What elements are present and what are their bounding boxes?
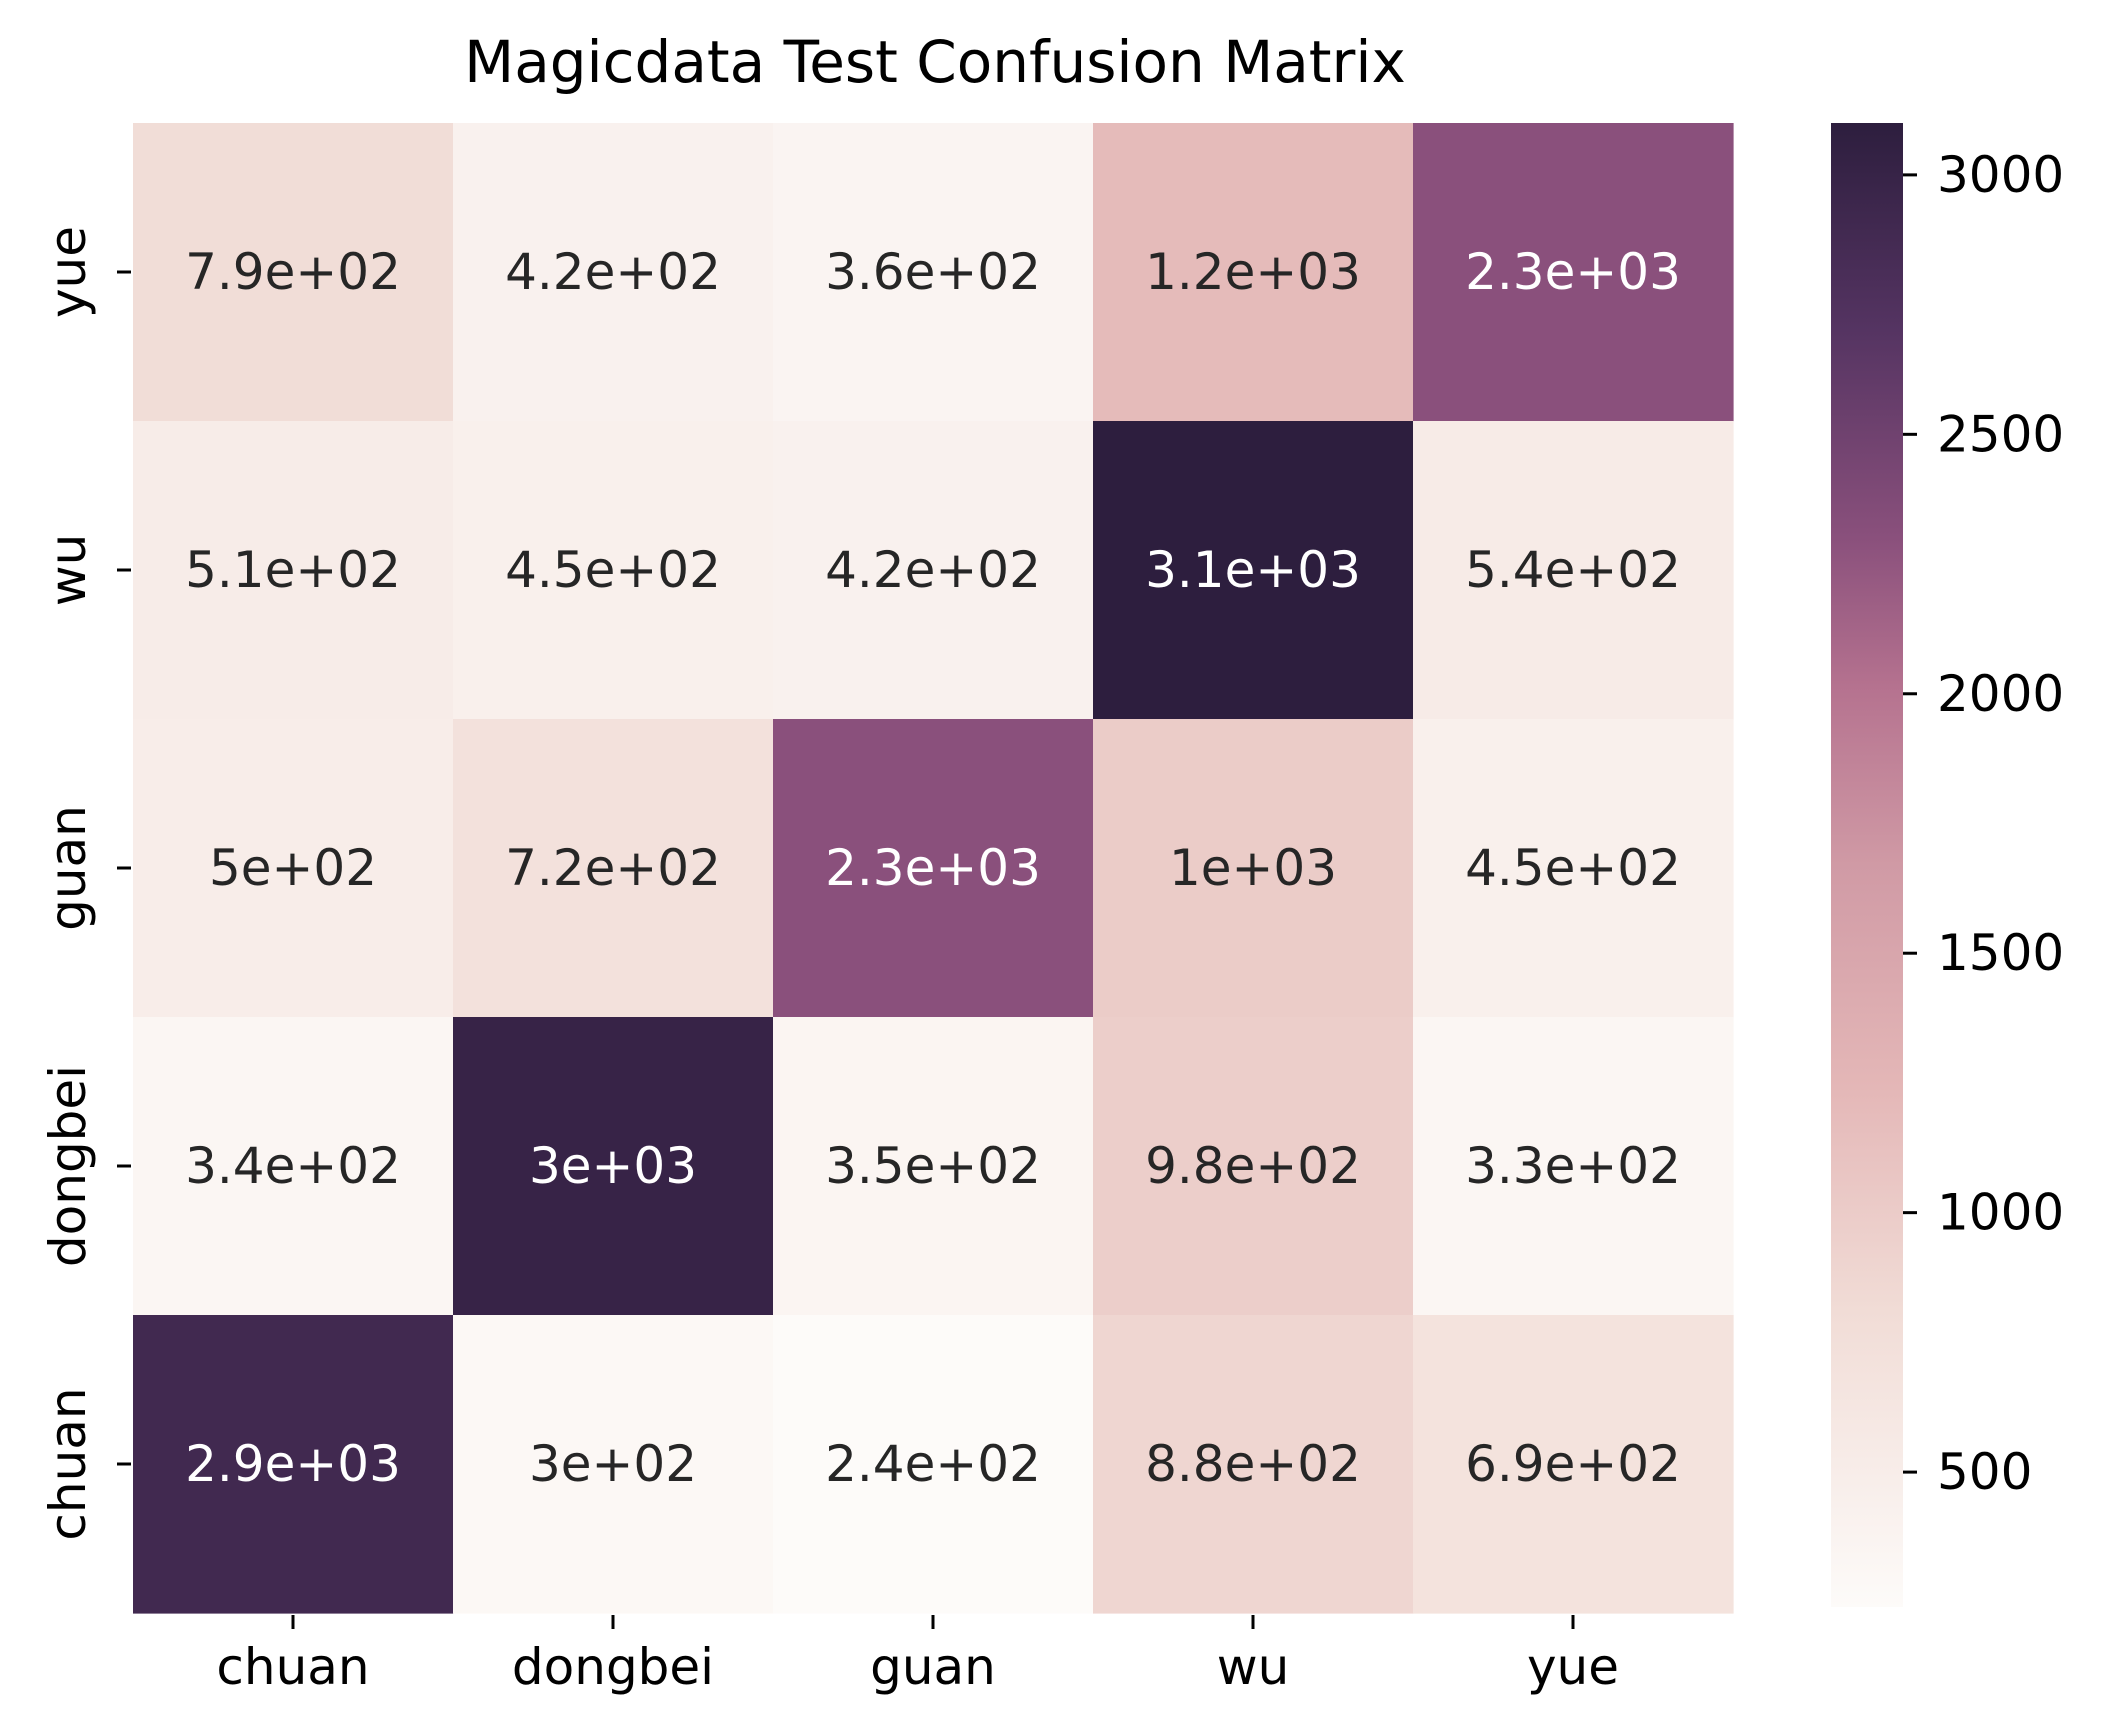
cell-annotation: 2.4e+02: [825, 1435, 1041, 1493]
cell-annotation: 4.5e+02: [505, 541, 721, 599]
heatmap-cell-yue-dongbei: [453, 123, 774, 422]
cell-annotation: 9.8e+02: [1145, 1137, 1361, 1195]
colorbar-tick-label: 1500: [1937, 924, 2064, 982]
cell-annotation: 1e+03: [1169, 839, 1337, 897]
heatmap-cell-chuan-chuan: [133, 1315, 454, 1614]
colorbar-tick-label: 1000: [1937, 1184, 2064, 1242]
cell-annotation: 4.2e+02: [505, 243, 721, 301]
heatmap-cell-dongbei-guan: [773, 1017, 1094, 1316]
x-tick-label-chuan: chuan: [216, 1638, 369, 1696]
heatmap-cell-chuan-yue: [1413, 1315, 1734, 1614]
x-tick-label-wu: wu: [1217, 1638, 1290, 1696]
cell-annotation: 5.4e+02: [1465, 541, 1681, 599]
y-axis: yue wu guan dongbei chuan: [39, 226, 131, 1541]
x-axis: chuan dongbei guan wu yue: [216, 1615, 1619, 1696]
heatmap-cell-yue-yue: [1413, 123, 1734, 422]
x-tick-label-yue: yue: [1527, 1638, 1619, 1696]
x-tick-label-dongbei: dongbei: [512, 1638, 714, 1696]
heatmap-cell-wu-dongbei: [453, 421, 774, 720]
cell-annotation: 3.4e+02: [185, 1137, 401, 1195]
cell-annotation: 3.1e+03: [1145, 541, 1361, 599]
cell-annotation: 7.2e+02: [505, 839, 721, 897]
cell-annotation: 2.9e+03: [185, 1435, 401, 1493]
cell-annotation: 3.5e+02: [825, 1137, 1041, 1195]
heatmap-cell-yue-chuan: [133, 123, 454, 422]
cell-annotation: 8.8e+02: [1145, 1435, 1361, 1493]
heatmap-cell-guan-dongbei: [453, 719, 774, 1018]
heatmap-cell-wu-wu: [1093, 421, 1414, 720]
cell-annotation: 3.6e+02: [825, 243, 1041, 301]
colorbar-tick-label: 3000: [1937, 146, 2064, 204]
cell-annotation: 7.9e+02: [185, 243, 401, 301]
cell-annotation: 4.2e+02: [825, 541, 1041, 599]
y-tick-label-guan: guan: [39, 805, 97, 931]
heatmap-cell-wu-yue: [1413, 421, 1734, 720]
cell-annotation: 3e+03: [529, 1137, 697, 1195]
heatmap-cell-yue-guan: [773, 123, 1094, 422]
cell-annotation: 5e+02: [209, 839, 377, 897]
heatmap-cell-wu-chuan: [133, 421, 454, 720]
heatmap-cell-guan-chuan: [133, 719, 454, 1018]
colorbar-tick-label: 2500: [1937, 405, 2064, 463]
cell-annotation: 3e+02: [529, 1435, 697, 1493]
y-tick-label-dongbei: dongbei: [39, 1065, 97, 1267]
x-tick-label-guan: guan: [870, 1638, 996, 1696]
heatmap-cell-guan-yue: [1413, 719, 1734, 1018]
heatmap-cell-wu-guan: [773, 421, 1094, 720]
y-tick-label-chuan: chuan: [39, 1387, 97, 1540]
cell-annotation: 2.3e+03: [1465, 243, 1681, 301]
cell-annotation: 2.3e+03: [825, 839, 1041, 897]
heatmap-cell-guan-guan: [773, 719, 1094, 1018]
chart-title: Magicdata Test Confusion Matrix: [464, 28, 1406, 96]
heatmap-cell-guan-wu: [1093, 719, 1414, 1018]
colorbar-tick-label: 2000: [1937, 665, 2064, 723]
heatmap-cell-chuan-wu: [1093, 1315, 1414, 1614]
y-tick-label-wu: wu: [39, 534, 97, 607]
heatmap-cell-yue-wu: [1093, 123, 1414, 422]
colorbar: [1831, 123, 1903, 1607]
colorbar-gradient: [1831, 123, 1903, 1607]
heatmap-cell-chuan-dongbei: [453, 1315, 774, 1614]
cell-annotation: 6.9e+02: [1465, 1435, 1681, 1493]
heatmap-cell-dongbei-yue: [1413, 1017, 1734, 1316]
cell-annotation: 3.3e+02: [1465, 1137, 1681, 1195]
y-tick-label-yue: yue: [39, 226, 97, 318]
colorbar-tick-label: 500: [1937, 1443, 2032, 1501]
cell-annotations: 7.9e+02 4.2e+02 3.6e+02 1.2e+03 2.3e+03 5.1e+…: [185, 243, 1681, 1493]
heatmap-cell-dongbei-chuan: [133, 1017, 454, 1316]
cell-annotation: 4.5e+02: [1465, 839, 1681, 897]
heatmap-cell-chuan-guan: [773, 1315, 1094, 1614]
heatmap-cells: [133, 123, 1734, 1614]
cell-annotation: 1.2e+03: [1145, 243, 1361, 301]
heatmap-cell-dongbei-wu: [1093, 1017, 1414, 1316]
heatmap-cell-dongbei-dongbei: [453, 1017, 774, 1316]
cell-annotation: 5.1e+02: [185, 541, 401, 599]
colorbar-axis: 500 1000 1500 2000 2500 3000: [1903, 146, 2064, 1501]
